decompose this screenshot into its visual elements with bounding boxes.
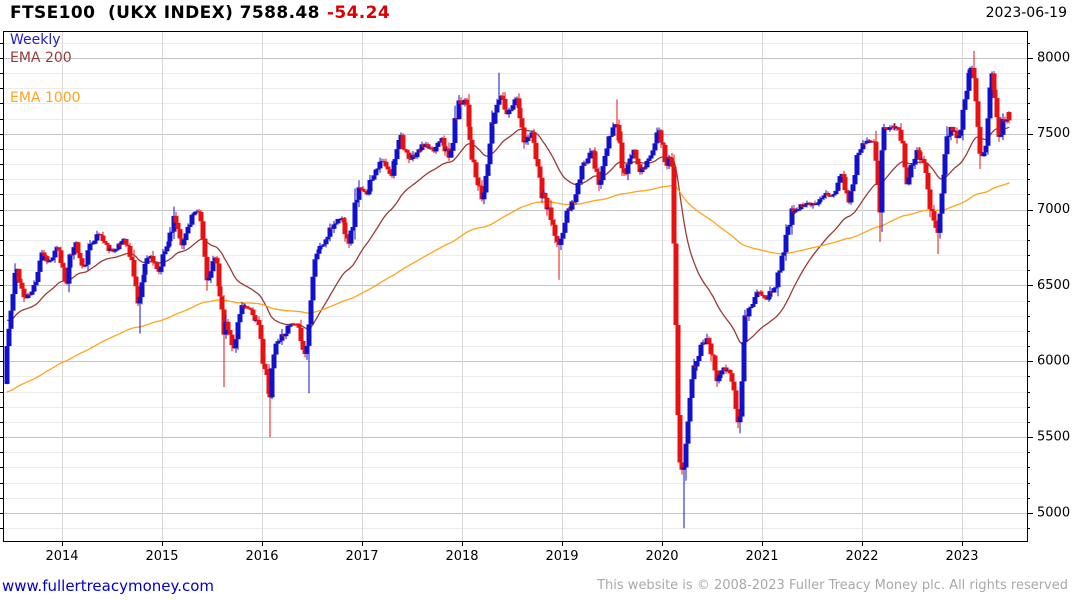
price-change: -54.24 [326,3,391,23]
legend-item-ema-200: EMA 200 [10,50,72,66]
last-price: 7588.48 [239,3,320,23]
page-title: FTSE100 (UKX INDEX) [10,3,234,23]
chart-header: FTSE100 (UKX INDEX) 7588.48 -54.24 [10,3,390,23]
copyright-text: This website is © 2008-2023 Fuller Treac… [597,578,1068,593]
legend-item-ema-1000: EMA 1000 [10,90,81,106]
website-link[interactable]: www.fullertreacymoney.com [2,577,215,595]
date-label: 2023-06-19 [985,5,1067,21]
legend-item-weekly: Weekly [10,32,61,48]
